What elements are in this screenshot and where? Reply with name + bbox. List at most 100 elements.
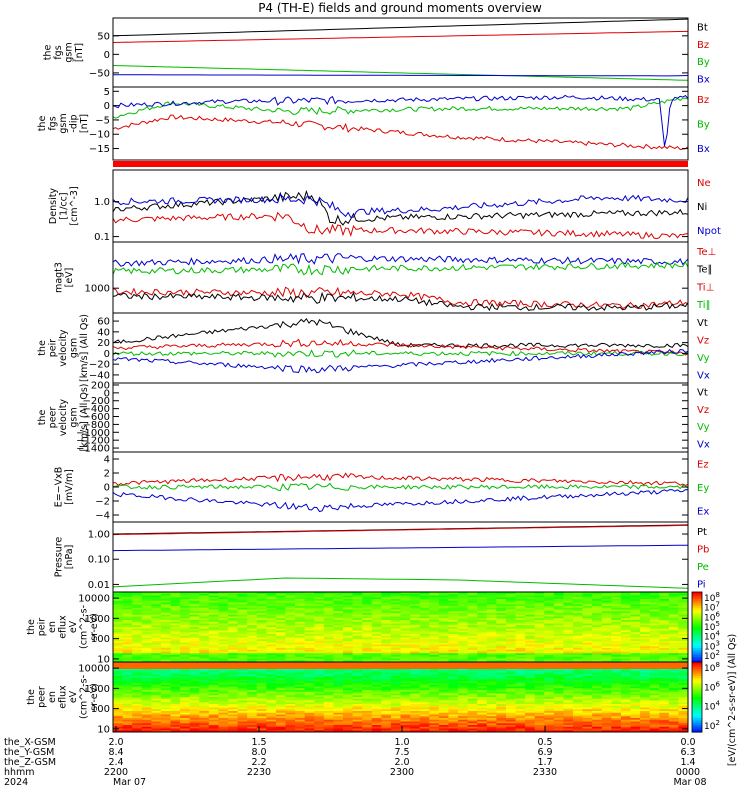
legend-label: Pb	[697, 544, 709, 555]
series-group-2	[113, 95, 688, 149]
y-axis-label-line: the	[43, 45, 54, 61]
series-line-Ey	[113, 483, 688, 490]
y-axis-label: E=−VxB[mV/m]	[54, 467, 76, 508]
y-axis-label-line: Pressure	[54, 537, 65, 578]
legend-label: Te∥	[696, 265, 713, 276]
y-axis-label-line: Density	[48, 188, 59, 224]
legend-label: Bz	[697, 95, 709, 106]
panel-frame	[113, 170, 688, 242]
y-tick-label: 0	[104, 50, 110, 61]
y-axis-label-line: gsm	[69, 338, 80, 358]
legend-label: Ez	[697, 460, 709, 471]
legend-label: Bz	[697, 40, 709, 51]
y-tick-label: 1.0	[94, 197, 110, 208]
y-tick-label: −20	[89, 360, 110, 371]
series-line-Ti∥	[113, 262, 688, 275]
legend-label: Npot	[697, 226, 721, 237]
y-tick-label: 0	[104, 483, 110, 494]
y-axis-label-line: [1/cc]	[59, 192, 70, 219]
y-axis-label-line: velocity	[58, 329, 69, 367]
y-tick-label: −2	[95, 497, 110, 508]
series-line-Pi	[113, 545, 688, 550]
y-axis-label-line: (cm^2-s-	[79, 605, 90, 649]
series-line-Pt	[113, 525, 688, 534]
legend-7: Ez Ey Ex	[697, 460, 709, 518]
y-axis-label-line: sr-eV)	[89, 613, 100, 641]
y-axis-label-line: fgs	[53, 45, 64, 59]
legend-label: Ni	[697, 202, 707, 213]
heatmap-9	[113, 592, 689, 663]
legend-label: Ex	[697, 506, 709, 517]
y-tick-label: 40	[97, 327, 110, 338]
series-line-Ez	[113, 473, 688, 485]
y-axis-label-line: [nPa]	[64, 545, 75, 570]
series-line-Ni	[113, 192, 688, 225]
legend-label: Ne	[697, 178, 711, 189]
y-tick-label: 1.00	[88, 530, 110, 541]
series-group-3	[113, 192, 688, 239]
legend-label: Bx	[697, 74, 710, 85]
panel-frame	[113, 383, 688, 452]
panel-frame	[113, 242, 688, 313]
y-tick-label: 2	[104, 469, 110, 480]
legend-label: Vx	[697, 370, 710, 381]
series-line-By	[113, 66, 688, 81]
legend-label: Ey	[697, 483, 709, 494]
figure-title: P4 (TH-E) fields and ground moments over…	[258, 1, 542, 15]
series-group-4	[113, 254, 688, 311]
colorbar-tick-exponent: 2	[715, 649, 719, 657]
legend-label: Vy	[697, 422, 710, 433]
y-axis-label-line: eflux	[58, 615, 69, 639]
legend-label: Vt	[697, 318, 708, 329]
colorbar-tick-exponent: 8	[715, 591, 719, 599]
series-line-Pb	[113, 525, 688, 534]
legend-2: Bz By Bx	[697, 95, 710, 155]
y-axis-label-line: peir	[48, 339, 59, 358]
y-axis-label-line: the	[37, 116, 48, 132]
y-tick-label: 50	[97, 31, 110, 42]
legend-label: Pt	[697, 527, 707, 538]
y-axis-label-line: [nT]	[79, 114, 90, 133]
panel-6: VtVzVyVx2000−200−400−600−800−1000−1200−1…	[37, 380, 710, 454]
y-tick-label: 4	[104, 455, 110, 466]
separator-band	[113, 161, 688, 167]
y-axis-label: Density[1/cc][cm^-3]	[48, 186, 80, 225]
y-axis-label-line: the	[37, 340, 48, 356]
y-axis-label-line: E=−VxB	[54, 467, 65, 508]
y-axis-label-line: magt3	[54, 262, 65, 293]
y-axis-label-line: peir	[37, 618, 48, 637]
y-axis-label-line: en	[47, 621, 58, 633]
panel-3: Ne Ni Npot 1.0 0.1 Density[1/cc][cm^-3]	[48, 170, 721, 243]
legend-label: Vt	[697, 388, 708, 399]
legend-label: Bx	[697, 144, 710, 155]
legend-3: Ne Ni Npot	[697, 178, 721, 237]
y-axis-label-line: [cm^-3]	[69, 186, 80, 225]
y-axis-label-line: peer	[48, 407, 59, 429]
y-axis-label-line: the	[26, 619, 37, 635]
y-axis-label-line: fgs	[48, 116, 59, 130]
y-axis-label-line: gsm	[64, 42, 75, 62]
y-tick-label: 60	[97, 317, 110, 328]
legend-label: By	[697, 120, 710, 131]
y-axis-label: magt3[eV]	[54, 262, 76, 293]
y-axis-label-line: [eV]	[64, 268, 75, 288]
y-axis-label-line: [km/s] (All Qs)	[79, 384, 90, 452]
y-tick-label: −4	[95, 511, 110, 522]
legend-label: Pe	[697, 562, 709, 573]
y-tick-label: 0.1	[94, 232, 110, 243]
legend-label: Vz	[697, 335, 709, 346]
y-tick-label: 0.01	[88, 580, 110, 591]
y-axis-label: Pressure[nPa]	[54, 537, 76, 578]
y-tick-label: 10000	[78, 594, 110, 605]
series-group-1	[113, 19, 688, 80]
y-axis-label-line: velocity	[58, 399, 69, 437]
